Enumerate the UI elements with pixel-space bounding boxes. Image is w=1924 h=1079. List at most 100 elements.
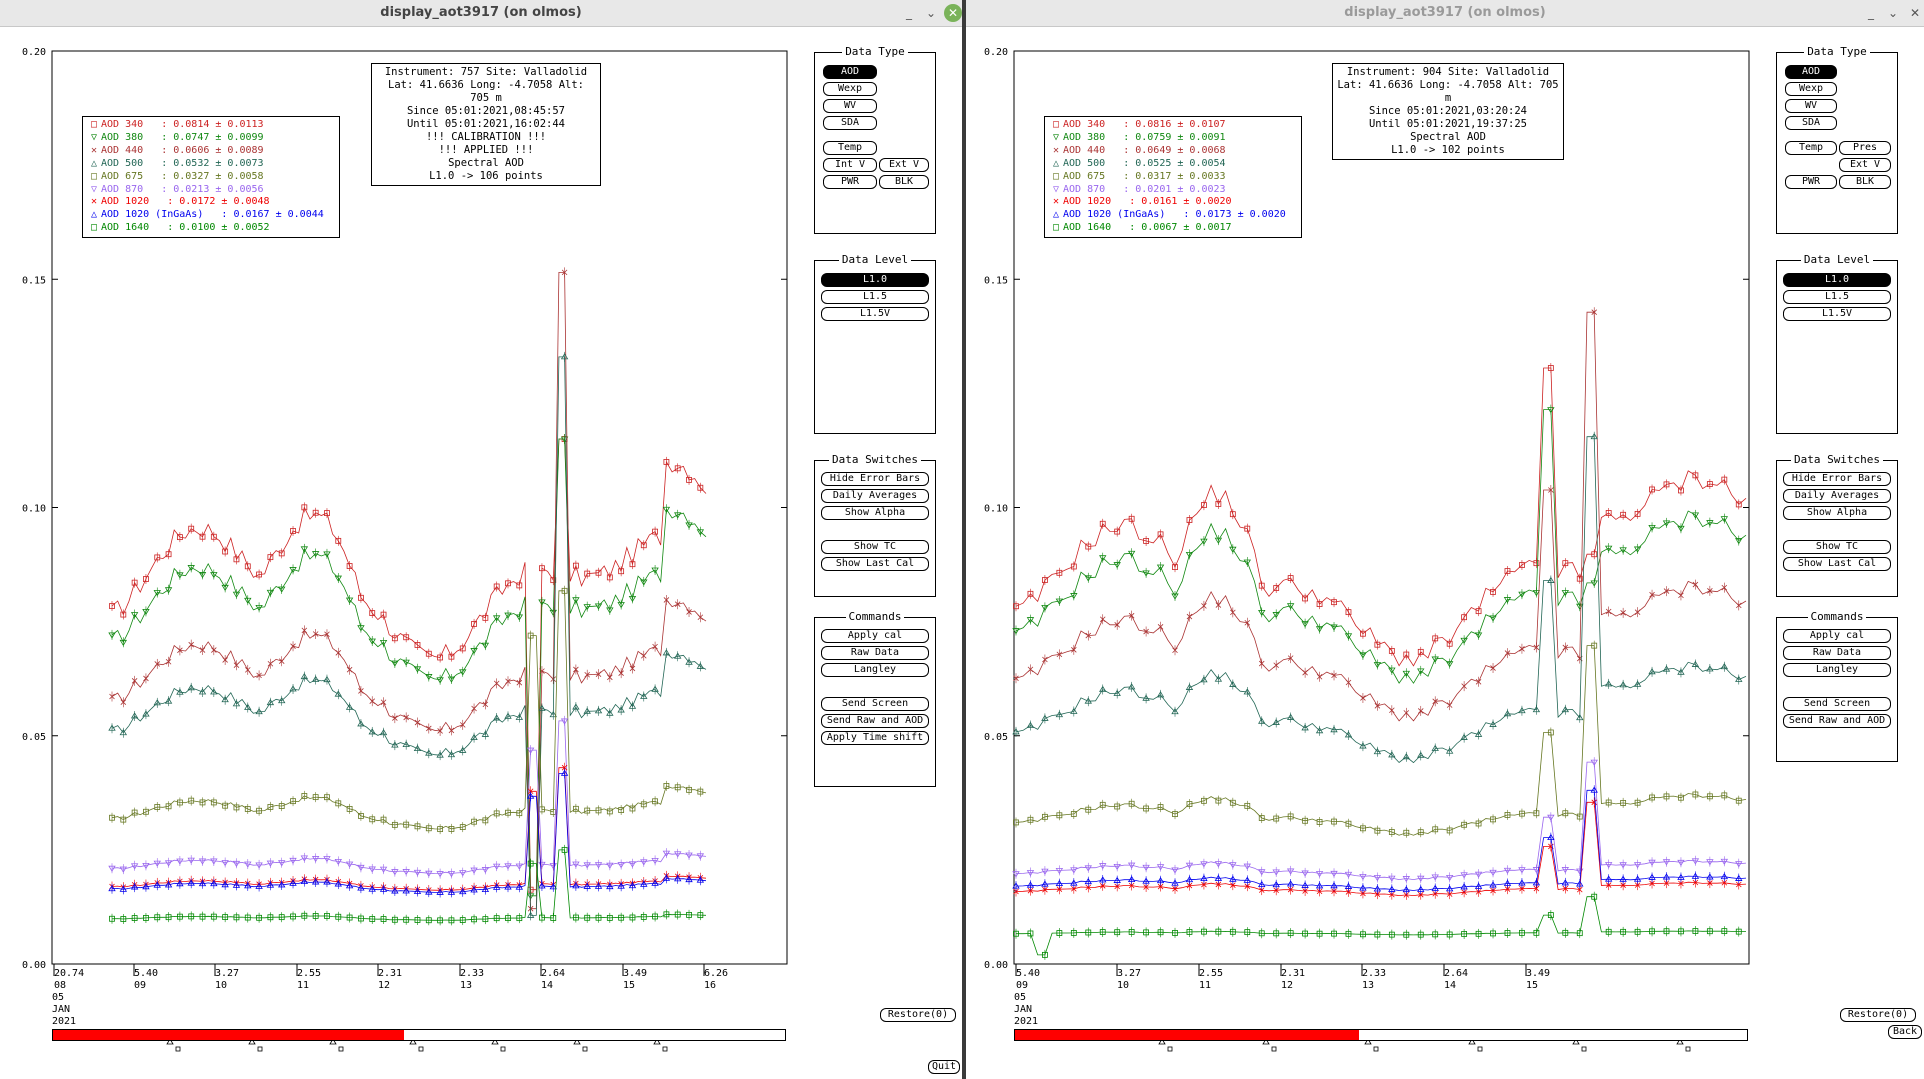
pres-button[interactable]: Pres	[1839, 141, 1891, 155]
point-marker	[233, 556, 240, 563]
send-raw-and-aod-button[interactable]: Send Raw and AOD	[1783, 714, 1891, 728]
point-marker	[1417, 931, 1424, 938]
langley-button[interactable]: Langley	[1783, 663, 1891, 677]
point-marker	[1474, 730, 1483, 737]
point-marker	[1230, 609, 1236, 616]
point-marker	[595, 807, 602, 814]
time-marker-icon	[1158, 1038, 1166, 1045]
level-l1-5v-button[interactable]: L1.5V	[821, 307, 929, 321]
apply-cal-button[interactable]: Apply cal	[1783, 629, 1891, 643]
legend-entry: ✕ AOD 440 : 0.0606 ± 0.0089	[87, 145, 335, 158]
legend-marker-icon: ✕	[90, 144, 98, 156]
point-marker	[1128, 515, 1135, 522]
ext-v-button[interactable]: Ext V	[1839, 158, 1891, 172]
minimize-icon[interactable]: _	[1868, 6, 1874, 20]
daily-averages-button[interactable]: Daily Averages	[821, 489, 929, 503]
wexp-button[interactable]: Wexp	[1785, 82, 1837, 96]
window-titlebar[interactable]: display_aot3917 (on olmos) _ ⌄ ✕	[966, 0, 1924, 27]
window-titlebar[interactable]: display_aot3917 (on olmos) _ ⌄ ✕	[0, 0, 962, 27]
x-tick-day: 08	[54, 980, 66, 991]
send-raw-and-aod-button[interactable]: Send Raw and AOD	[821, 714, 929, 728]
show-last-cal-button[interactable]: Show Last Cal	[821, 557, 929, 571]
minimize-icon[interactable]: _	[906, 6, 912, 20]
hide-error-bars-button[interactable]: Hide Error Bars	[1783, 472, 1891, 486]
point-marker	[1345, 889, 1352, 895]
int-v-button[interactable]: Int V	[823, 158, 877, 172]
point-marker	[109, 915, 115, 922]
point-marker	[1056, 886, 1063, 892]
langley-button[interactable]: Langley	[821, 663, 929, 677]
level-l1-5-button[interactable]: L1.5	[821, 290, 929, 304]
blk-button[interactable]: BLK	[879, 175, 929, 189]
level-l1-0-button[interactable]: L1.0	[1783, 273, 1891, 287]
level-l1-0-button[interactable]: L1.0	[821, 273, 929, 287]
hide-error-bars-button[interactable]: Hide Error Bars	[821, 472, 929, 486]
sda-button[interactable]: SDA	[823, 116, 877, 130]
apply-cal-button[interactable]: Apply cal	[821, 629, 929, 643]
time-marker-icon	[1581, 1046, 1587, 1052]
show-last-cal-button[interactable]: Show Last Cal	[1783, 557, 1891, 571]
aod-button[interactable]: AOD	[823, 65, 877, 79]
point-marker	[1445, 874, 1454, 882]
y-tick-label: 0.15	[984, 275, 1008, 286]
raw-data-button[interactable]: Raw Data	[1783, 646, 1891, 660]
point-marker	[1634, 928, 1641, 935]
point-marker	[1620, 882, 1626, 888]
point-marker	[108, 724, 116, 731]
back-button[interactable]: Back	[1888, 1025, 1922, 1039]
send-screen-button[interactable]: Send Screen	[1783, 697, 1891, 711]
daily-averages-button[interactable]: Daily Averages	[1783, 489, 1891, 503]
restore-button[interactable]: Restore(0)	[1840, 1008, 1916, 1022]
point-marker	[1143, 805, 1149, 812]
show-tc-button[interactable]: Show TC	[821, 540, 929, 554]
point-marker	[1215, 797, 1222, 804]
send-screen-button[interactable]: Send Screen	[821, 697, 929, 711]
time-marker-icon	[1468, 1038, 1476, 1045]
wexp-button[interactable]: Wexp	[823, 82, 877, 96]
point-marker	[1027, 816, 1034, 823]
close-icon[interactable]: ✕	[1909, 6, 1921, 20]
point-marker	[403, 821, 410, 828]
show-alpha-button[interactable]: Show Alpha	[1783, 506, 1891, 520]
level-l1-5-button[interactable]: L1.5	[1783, 290, 1891, 304]
point-marker	[1547, 833, 1555, 841]
point-marker	[1605, 928, 1612, 935]
x-date-label: 2021	[1014, 1016, 1038, 1027]
point-marker	[1532, 705, 1541, 713]
point-marker	[1172, 564, 1178, 570]
point-marker	[1084, 575, 1092, 582]
legend-label: AOD 440 : 0.0606 ± 0.0089	[101, 144, 264, 156]
time-range-bar[interactable]	[1014, 1029, 1748, 1041]
restore-icon[interactable]: ⌄	[1887, 6, 1899, 20]
wv-button[interactable]: WV	[823, 99, 877, 113]
level-l1-5v-button[interactable]: L1.5V	[1783, 307, 1891, 321]
sda-button[interactable]: SDA	[1785, 116, 1837, 130]
show-tc-button[interactable]: Show TC	[1783, 540, 1891, 554]
show-alpha-button[interactable]: Show Alpha	[821, 506, 929, 520]
close-icon[interactable]: ✕	[944, 4, 962, 22]
wv-button[interactable]: WV	[1785, 99, 1837, 113]
quit-button[interactable]: Quit	[928, 1060, 960, 1074]
point-marker	[1084, 877, 1092, 885]
temp-button[interactable]: Temp	[1785, 141, 1837, 155]
point-marker	[142, 710, 150, 717]
point-marker	[1619, 681, 1627, 688]
point-marker	[436, 888, 444, 895]
apply-time-shift-button[interactable]: Apply Time shift	[821, 731, 929, 745]
time-range-bar[interactable]	[52, 1029, 786, 1041]
temp-button[interactable]: Temp	[823, 141, 877, 155]
restore-icon[interactable]: ⌄	[925, 6, 937, 20]
point-marker	[1707, 588, 1713, 594]
point-marker	[1648, 524, 1656, 532]
pwr-button[interactable]: PWR	[823, 175, 877, 189]
point-marker	[391, 916, 398, 923]
point-marker	[470, 733, 478, 741]
aod-button[interactable]: AOD	[1785, 65, 1837, 79]
ext-v-button[interactable]: Ext V	[879, 158, 929, 172]
blk-button[interactable]: BLK	[1839, 175, 1891, 189]
pwr-button[interactable]: PWR	[1785, 175, 1837, 189]
restore-button[interactable]: Restore(0)	[880, 1008, 956, 1022]
raw-data-button[interactable]: Raw Data	[821, 646, 929, 660]
